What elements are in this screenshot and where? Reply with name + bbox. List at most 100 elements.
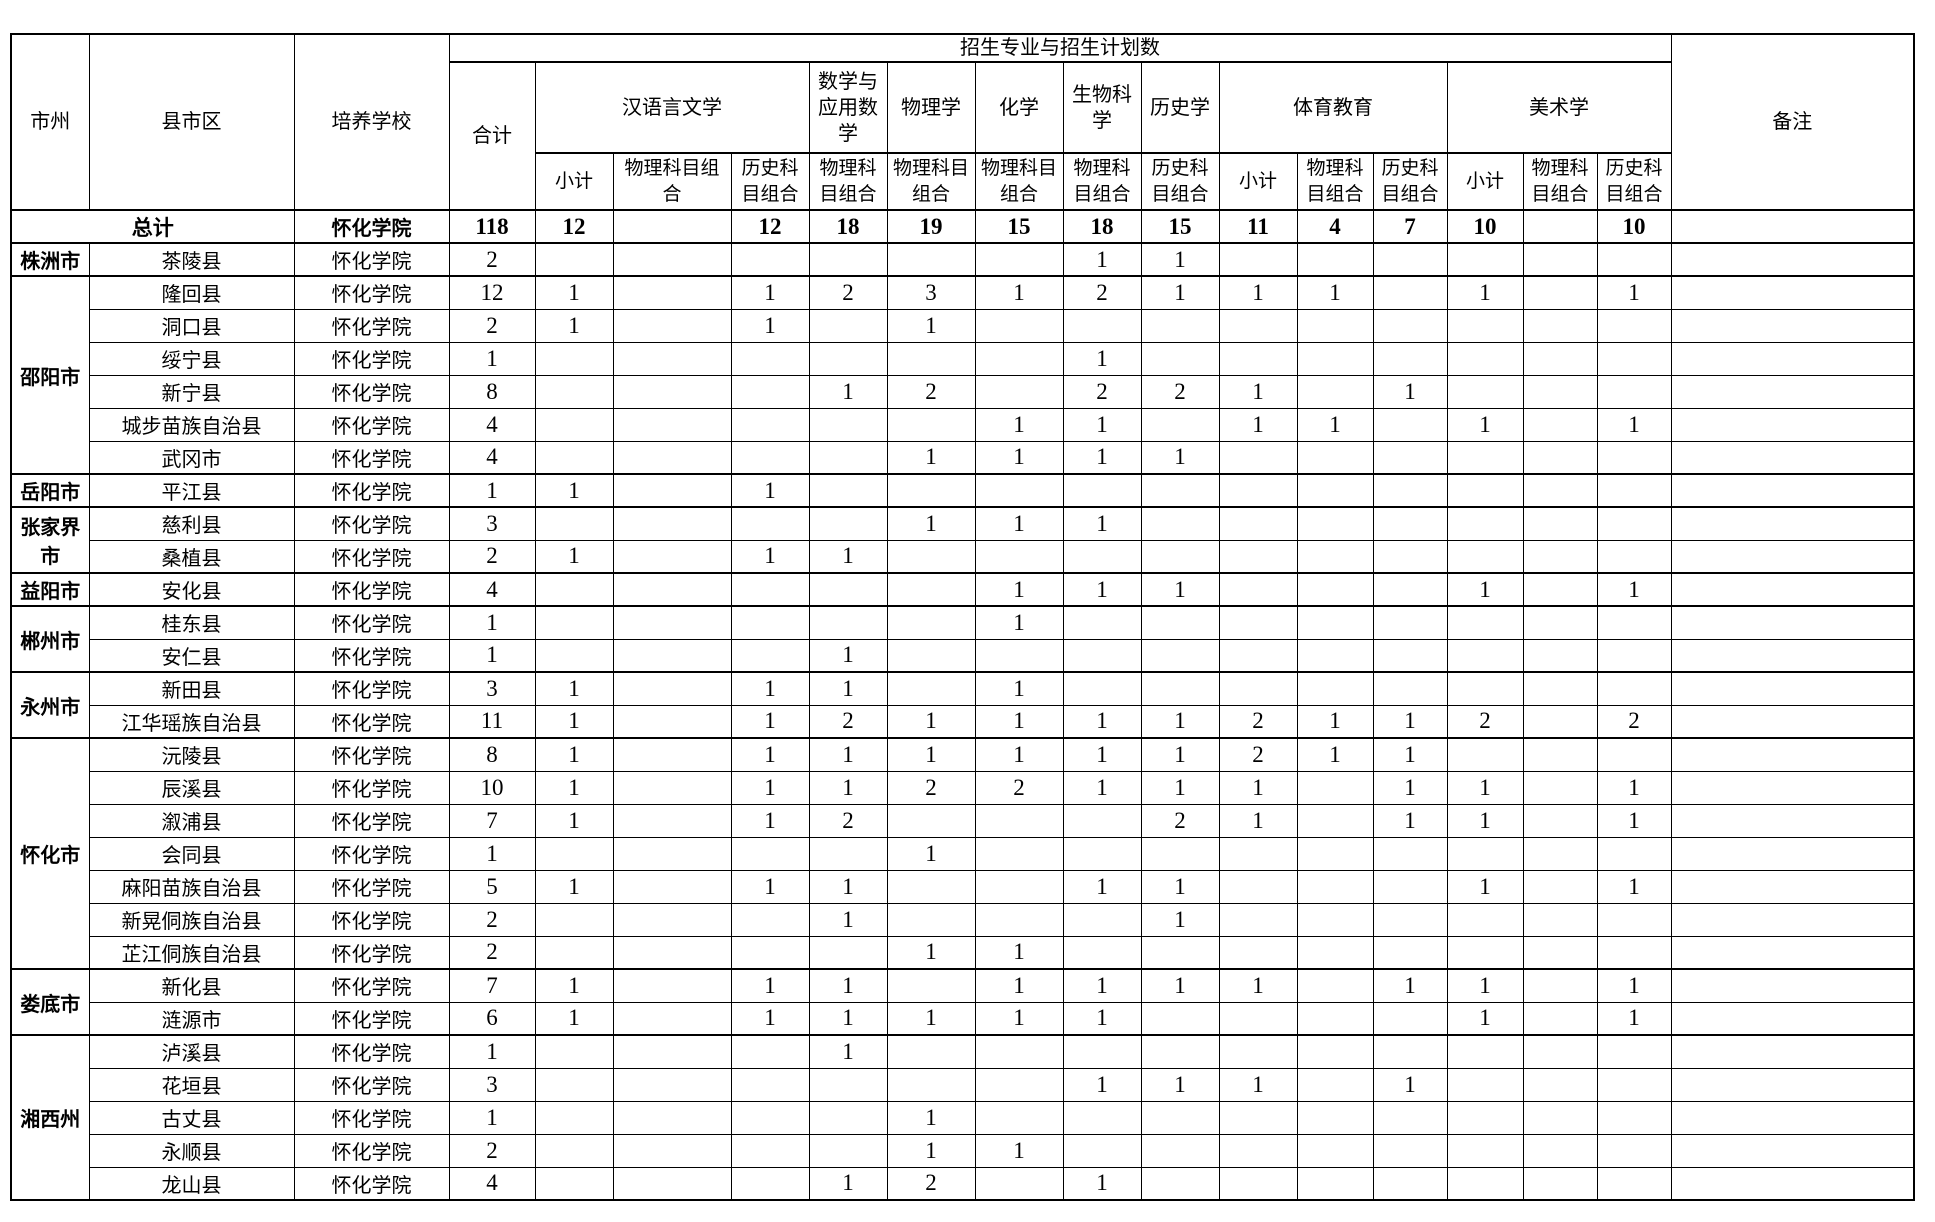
- value-cell: 1: [730, 869, 810, 904]
- value-cell: 1: [1062, 869, 1142, 904]
- county-cell: 慈利县: [88, 506, 295, 541]
- value-cell: [1140, 935, 1220, 970]
- value-cell: 1: [1218, 770, 1298, 805]
- value-cell: [1596, 1034, 1672, 1069]
- value-cell: 2: [886, 1166, 976, 1201]
- header-subject-history: 历史学: [1140, 61, 1220, 154]
- value-cell: 1: [808, 770, 888, 805]
- value-cell: 1: [1062, 440, 1142, 475]
- value-cell: [1296, 539, 1374, 574]
- value-cell: 1: [1062, 341, 1142, 376]
- value-cell: [974, 341, 1064, 376]
- remark-cell: [1670, 836, 1915, 871]
- value-cell: 1: [974, 275, 1064, 310]
- value-cell: [1446, 836, 1524, 871]
- value-cell: 1: [1140, 275, 1220, 310]
- remark-cell: [1670, 539, 1915, 574]
- value-cell: 1: [1296, 407, 1374, 442]
- value-cell: [1446, 902, 1524, 937]
- value-cell: [1522, 1100, 1598, 1135]
- value-cell: 1: [808, 374, 888, 409]
- value-cell: [886, 1034, 976, 1069]
- value-cell: [974, 1100, 1064, 1135]
- value-cell: [1596, 341, 1672, 376]
- remark-cell: [1670, 1166, 1915, 1201]
- value-cell: [1372, 407, 1448, 442]
- value-cell: 1: [974, 407, 1064, 442]
- value-cell: [1596, 473, 1672, 508]
- value-cell: [1372, 539, 1448, 574]
- value-cell: 4: [448, 1166, 536, 1201]
- school-cell: 怀化学院: [293, 671, 450, 706]
- value-cell: [534, 374, 614, 409]
- value-cell: [1372, 572, 1448, 607]
- value-cell: [1296, 836, 1374, 871]
- value-cell: [886, 341, 976, 376]
- value-cell: 1: [808, 968, 888, 1003]
- value-cell: [534, 341, 614, 376]
- school-cell: 怀化学院: [293, 638, 450, 673]
- value-cell: [974, 1067, 1064, 1102]
- value-cell: 2: [1596, 704, 1672, 739]
- value-cell: 1: [534, 308, 614, 343]
- value-cell: [1372, 605, 1448, 640]
- value-cell: 1: [1446, 968, 1524, 1003]
- school-cell: 怀化学院: [293, 572, 450, 607]
- county-cell: 涟源市: [88, 1001, 295, 1036]
- value-cell: [612, 341, 732, 376]
- value-cell: [974, 473, 1064, 508]
- value-cell: [1522, 1034, 1598, 1069]
- value-cell: 1: [974, 737, 1064, 772]
- school-cell: 怀化学院: [293, 935, 450, 970]
- value-cell: [1218, 605, 1298, 640]
- value-cell: [1522, 440, 1598, 475]
- value-cell: 10: [1446, 209, 1524, 244]
- value-cell: [534, 605, 614, 640]
- value-cell: 4: [448, 572, 536, 607]
- value-cell: [1372, 1100, 1448, 1135]
- value-cell: 1: [808, 1001, 888, 1036]
- value-cell: [1296, 1133, 1374, 1168]
- value-cell: 1: [974, 935, 1064, 970]
- value-cell: [1446, 638, 1524, 673]
- city-cell: 湘西州: [10, 1034, 90, 1201]
- school-cell: 怀化学院: [293, 407, 450, 442]
- value-cell: 2: [448, 1133, 536, 1168]
- value-cell: 1: [1140, 968, 1220, 1003]
- value-cell: [1596, 737, 1672, 772]
- value-cell: [730, 605, 810, 640]
- value-cell: [1062, 473, 1142, 508]
- value-cell: 1: [448, 605, 536, 640]
- value-cell: [886, 242, 976, 277]
- value-cell: 2: [448, 308, 536, 343]
- value-cell: 1: [1062, 1067, 1142, 1102]
- school-cell: 怀化学院: [293, 1166, 450, 1201]
- remark-cell: [1670, 473, 1915, 508]
- city-cell: 岳阳市: [10, 473, 90, 508]
- county-cell: 花垣县: [88, 1067, 295, 1102]
- value-cell: 1: [1218, 1067, 1298, 1102]
- value-cell: [1522, 671, 1598, 706]
- value-cell: [1372, 506, 1448, 541]
- header-pe-history-combo: 历史科目组合: [1372, 152, 1448, 211]
- value-cell: 1: [886, 935, 976, 970]
- city-cell: 益阳市: [10, 572, 90, 607]
- value-cell: [730, 572, 810, 607]
- value-cell: [730, 1133, 810, 1168]
- value-cell: [1140, 638, 1220, 673]
- school-cell: 怀化学院: [293, 1067, 450, 1102]
- value-cell: [1596, 1166, 1672, 1201]
- value-cell: [1522, 935, 1598, 970]
- value-cell: [730, 1100, 810, 1135]
- value-cell: [1372, 935, 1448, 970]
- value-cell: 1: [730, 803, 810, 838]
- value-cell: [1296, 1067, 1374, 1102]
- value-cell: [808, 506, 888, 541]
- value-cell: 12: [534, 209, 614, 244]
- value-cell: 2: [448, 902, 536, 937]
- value-cell: [1596, 506, 1672, 541]
- county-cell: 沅陵县: [88, 737, 295, 772]
- value-cell: [886, 671, 976, 706]
- value-cell: [886, 539, 976, 574]
- value-cell: [1522, 737, 1598, 772]
